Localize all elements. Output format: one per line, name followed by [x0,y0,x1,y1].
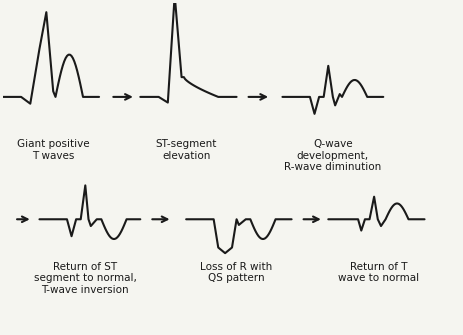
Text: Loss of R with
QS pattern: Loss of R with QS pattern [200,262,272,283]
Text: Return of ST
segment to normal,
T-wave inversion: Return of ST segment to normal, T-wave i… [34,262,137,295]
Text: Giant positive
T waves: Giant positive T waves [17,139,89,161]
Text: Q-wave
development,
R-wave diminution: Q-wave development, R-wave diminution [284,139,381,173]
Text: ST-segment
elevation: ST-segment elevation [155,139,216,161]
Text: Return of T
wave to normal: Return of T wave to normal [338,262,419,283]
